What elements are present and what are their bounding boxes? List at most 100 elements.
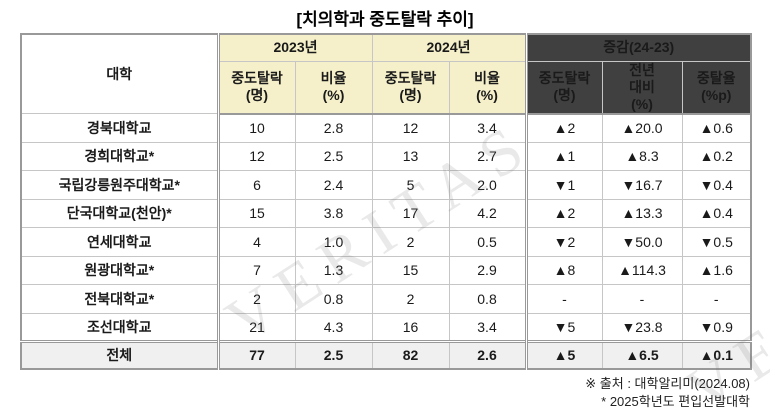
value-cell: 2.9 — [448, 255, 527, 286]
value-cell: 0.8 — [448, 284, 527, 314]
value-cell: - — [601, 284, 683, 314]
value-cell: 2.0 — [448, 170, 527, 200]
value-cell: 2 — [371, 227, 450, 257]
value-cell: 2.8 — [294, 113, 373, 143]
value-cell: 6 — [216, 170, 296, 200]
value-cell: 2 — [216, 284, 296, 314]
value-cell: 10 — [216, 113, 296, 143]
university-cell: 경북대학교 — [20, 113, 219, 143]
header-change-pp: 중탈율 (%p) — [681, 60, 752, 115]
value-cell: ▲0.1 — [681, 340, 752, 370]
value-cell: 3.4 — [448, 113, 527, 143]
university-cell: 원광대학교* — [20, 255, 219, 286]
dropout-table: 대학 2023년 2024년 증감(24-23) 중도탈락 (명) 비율 (%)… — [20, 33, 752, 370]
value-cell: 2.5 — [294, 340, 373, 370]
value-cell: ▲0.4 — [681, 198, 752, 229]
value-cell: ▼0.4 — [681, 170, 752, 200]
header-2024-rate: 비율 (%) — [448, 60, 527, 115]
value-cell: 4 — [216, 227, 296, 257]
value-cell: 0.5 — [448, 227, 527, 257]
value-cell: ▲114.3 — [601, 255, 683, 286]
value-cell: ▼0.5 — [681, 227, 752, 257]
source-note: ※ 출처 : 대학알리미(2024.08) — [585, 375, 750, 391]
value-cell: ▲2 — [524, 113, 603, 143]
value-cell: 2.6 — [448, 340, 527, 370]
value-cell: 7 — [216, 255, 296, 286]
value-cell: ▲8.3 — [601, 141, 683, 172]
value-cell: ▲20.0 — [601, 113, 683, 143]
value-cell: ▲0.6 — [681, 113, 752, 143]
value-cell: ▼50.0 — [601, 227, 683, 257]
value-cell: 13 — [371, 141, 450, 172]
value-cell: 3.4 — [448, 312, 527, 343]
value-cell: 12 — [216, 141, 296, 172]
header-year-2024: 2024년 — [371, 33, 527, 62]
table-row: 경북대학교 10 2.8 12 3.4 ▲2 ▲20.0 ▲0.6 — [20, 113, 752, 143]
table-row: 전북대학교* 2 0.8 2 0.8- - - — [20, 284, 752, 314]
value-cell: ▲2 — [524, 198, 603, 229]
university-cell: 단국대학교(천안)* — [20, 198, 219, 229]
header-2024-dropout: 중도탈락 (명) — [371, 60, 450, 115]
value-cell: - — [681, 284, 752, 314]
value-cell: 15 — [371, 255, 450, 286]
table-row: 조선대학교 21 4.3 16 3.4 ▼5 ▼23.8 ▼0.9 — [20, 312, 752, 343]
total-row: 전체 77 2.5 82 2.6 ▲5 ▲6.5 ▲0.1 — [20, 340, 752, 370]
value-cell: 77 — [216, 340, 296, 370]
transfer-note: * 2025학년도 편입선발대학 — [601, 393, 750, 409]
value-cell: 82 — [371, 340, 450, 370]
university-cell: 국립강릉원주대학교* — [20, 170, 219, 200]
header-group-row: 대학 2023년 2024년 증감(24-23) — [20, 33, 752, 115]
value-cell: 4.2 — [448, 198, 527, 229]
value-cell: 2.4 — [294, 170, 373, 200]
value-cell: ▲13.3 — [601, 198, 683, 229]
header-2023-rate: 비율 (%) — [294, 60, 373, 115]
value-cell: 4.3 — [294, 312, 373, 343]
table-row: 단국대학교(천안)* 15 3.8 17 4.2 ▲2 ▲13.3 ▲0.4 — [20, 198, 752, 229]
header-university: 대학 — [20, 33, 219, 115]
university-cell: 전북대학교* — [20, 284, 219, 314]
header-2023-dropout: 중도탈락 (명) — [216, 60, 296, 115]
value-cell: ▼23.8 — [601, 312, 683, 343]
value-cell: 16 — [371, 312, 450, 343]
table-row: 국립강릉원주대학교* 6 2.4 5 2.0 ▼1 ▼16.7 ▼0.4 — [20, 170, 752, 200]
value-cell: 1.0 — [294, 227, 373, 257]
value-cell: ▼1 — [524, 170, 603, 200]
value-cell: ▼16.7 — [601, 170, 683, 200]
value-cell: ▲0.2 — [681, 141, 752, 172]
value-cell: 17 — [371, 198, 450, 229]
value-cell: 0.8 — [294, 284, 373, 314]
value-cell: ▲6.5 — [601, 340, 683, 370]
value-cell: 2.5 — [294, 141, 373, 172]
value-cell: - — [524, 284, 603, 314]
value-cell: 15 — [216, 198, 296, 229]
value-cell: 2.7 — [448, 141, 527, 172]
header-change-dropout: 중도탈락 (명) — [524, 60, 603, 115]
value-cell: ▲8 — [524, 255, 603, 286]
value-cell: 21 — [216, 312, 296, 343]
table-body: 경북대학교 10 2.8 12 3.4 ▲2 ▲20.0 ▲0.6 경희대학교* 12 2.5 13 2… — [20, 113, 752, 370]
value-cell: 5 — [371, 170, 450, 200]
university-cell: 연세대학교 — [20, 227, 219, 257]
header-change-yoy: 전년 대비 (%) — [601, 60, 683, 115]
university-cell: 조선대학교 — [20, 312, 219, 343]
value-cell: ▼0.9 — [681, 312, 752, 343]
table-row: 연세대학교 4 1.0 2 0.5 ▼2 ▼50.0 ▼0.5 — [20, 227, 752, 257]
header-year-2023: 2023년 — [216, 33, 373, 62]
value-cell: ▼2 — [524, 227, 603, 257]
footnotes: ※ 출처 : 대학알리미(2024.08) * 2025학년도 편입선발대학 — [0, 370, 770, 411]
value-cell: ▲1.6 — [681, 255, 752, 286]
university-cell: 경희대학교* — [20, 141, 219, 172]
value-cell: 2 — [371, 284, 450, 314]
value-cell: 12 — [371, 113, 450, 143]
value-cell: ▼5 — [524, 312, 603, 343]
table-row: 원광대학교* 7 1.3 15 2.9 ▲8 ▲114.3 ▲1.6 — [20, 255, 752, 286]
value-cell: 1.3 — [294, 255, 373, 286]
value-cell: 3.8 — [294, 198, 373, 229]
university-cell: 전체 — [20, 340, 219, 370]
header-change-group: 증감(24-23) — [524, 33, 752, 62]
value-cell: ▲1 — [524, 141, 603, 172]
page-title: [치의학과 중도탈락 추이] — [296, 10, 474, 29]
value-cell: ▲5 — [524, 340, 603, 370]
table-row: 경희대학교* 12 2.5 13 2.7 ▲1 ▲8.3 ▲0.2 — [20, 141, 752, 172]
